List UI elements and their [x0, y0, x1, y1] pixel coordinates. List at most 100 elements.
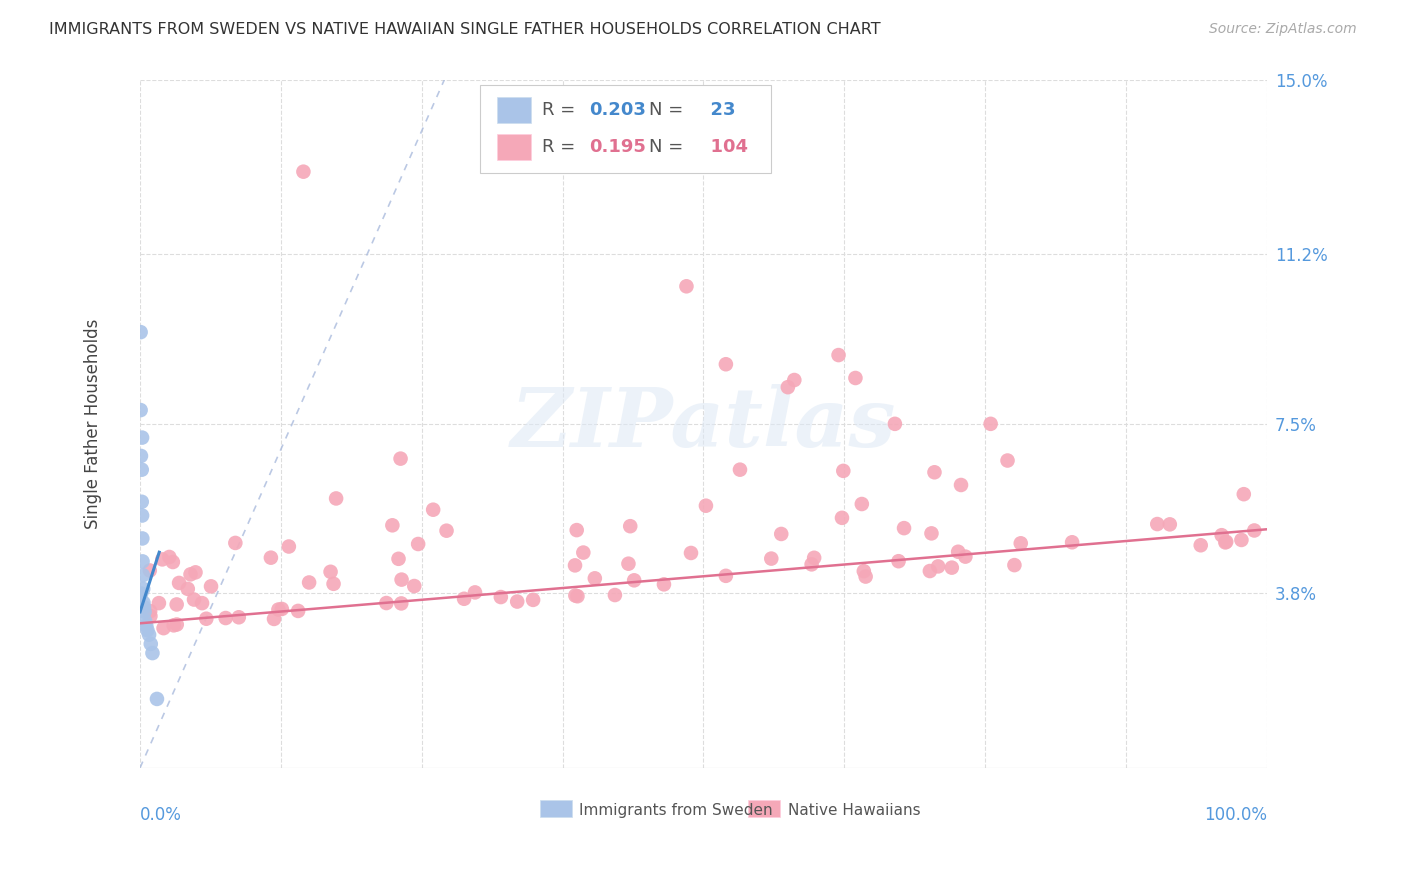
Point [132, 596, 155, 610]
Point [139, 609, 162, 624]
Point [1062, 535, 1084, 549]
Point [134, 605, 156, 619]
Text: Native Hawaiians: Native Hawaiians [787, 803, 921, 818]
Point [783, 373, 806, 387]
Point [406, 537, 429, 551]
Point [761, 551, 783, 566]
Text: Single Father Households: Single Father Households [84, 318, 101, 529]
Text: Immigrants from Sweden: Immigrants from Sweden [579, 803, 773, 818]
Point [129, 449, 152, 463]
Point [1002, 558, 1025, 573]
Text: 0.195: 0.195 [589, 138, 647, 156]
Point [567, 589, 589, 603]
Point [489, 590, 512, 604]
Point [260, 550, 283, 565]
Point [195, 612, 218, 626]
Point [292, 164, 315, 178]
Point [852, 564, 875, 578]
Point [166, 598, 188, 612]
Point [325, 491, 347, 506]
Point [464, 585, 486, 599]
Point [844, 371, 866, 385]
Point [855, 569, 877, 583]
Point [941, 560, 963, 574]
Point [422, 502, 444, 516]
Point [322, 576, 344, 591]
Point [166, 617, 188, 632]
Point [997, 453, 1019, 467]
Point [436, 524, 458, 538]
Point [770, 527, 793, 541]
Point [617, 557, 640, 571]
Point [177, 582, 200, 596]
Point [927, 559, 949, 574]
Point [389, 596, 412, 610]
Point [148, 596, 170, 610]
Point [129, 403, 152, 417]
Point [129, 325, 152, 339]
Point [955, 549, 977, 564]
Point [404, 579, 426, 593]
Point [132, 568, 155, 582]
Point [134, 614, 156, 628]
Point [180, 567, 202, 582]
Point [131, 495, 153, 509]
Point [139, 564, 162, 578]
Point [183, 592, 205, 607]
Point [920, 526, 942, 541]
Point [572, 545, 595, 559]
Point [287, 604, 309, 618]
Point [506, 594, 529, 608]
Point [522, 593, 544, 607]
Point [623, 574, 645, 588]
Point [851, 497, 873, 511]
Point [1146, 516, 1168, 531]
Point [918, 564, 941, 578]
Point [950, 478, 973, 492]
Point [132, 582, 155, 596]
Point [224, 536, 246, 550]
FancyBboxPatch shape [498, 135, 531, 161]
Point [1230, 533, 1253, 547]
Point [150, 552, 173, 566]
Point [453, 591, 475, 606]
Point [270, 602, 292, 616]
Point [695, 499, 717, 513]
Point [832, 464, 855, 478]
Point [135, 618, 157, 632]
Point [184, 566, 207, 580]
Point [675, 279, 697, 293]
Text: 0.0%: 0.0% [141, 805, 181, 823]
Point [131, 508, 153, 523]
Point [129, 586, 152, 600]
FancyBboxPatch shape [540, 800, 572, 817]
Point [800, 558, 823, 572]
FancyBboxPatch shape [498, 97, 531, 123]
Point [191, 596, 214, 610]
Point [167, 576, 190, 591]
Point [157, 549, 180, 564]
Point [728, 463, 751, 477]
Text: 0.203: 0.203 [589, 101, 647, 120]
Point [583, 571, 606, 585]
Point [883, 417, 905, 431]
Point [831, 511, 853, 525]
Text: IMMIGRANTS FROM SWEDEN VS NATIVE HAWAIIAN SINGLE FATHER HOUSEHOLDS CORRELATION C: IMMIGRANTS FROM SWEDEN VS NATIVE HAWAIIA… [49, 22, 880, 37]
Point [1189, 538, 1212, 552]
Point [776, 380, 799, 394]
Point [298, 575, 321, 590]
Point [1010, 536, 1032, 550]
FancyBboxPatch shape [748, 800, 780, 817]
Point [980, 417, 1002, 431]
Point [267, 602, 290, 616]
Text: 100.0%: 100.0% [1204, 805, 1267, 823]
Point [389, 451, 412, 466]
Text: R =: R = [543, 138, 581, 156]
Text: R =: R = [543, 101, 581, 120]
FancyBboxPatch shape [481, 85, 770, 173]
Point [603, 588, 626, 602]
Point [215, 611, 238, 625]
Point [946, 545, 969, 559]
Point [887, 554, 910, 568]
Point [319, 565, 342, 579]
